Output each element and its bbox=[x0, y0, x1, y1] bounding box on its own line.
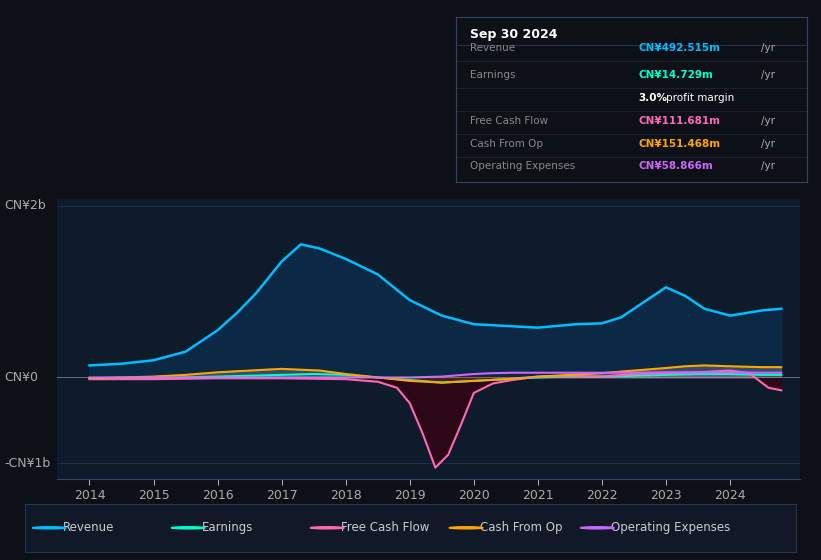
Text: CN¥0: CN¥0 bbox=[4, 371, 38, 384]
Text: Earnings: Earnings bbox=[470, 69, 516, 80]
Text: CN¥492.515m: CN¥492.515m bbox=[639, 43, 720, 53]
Text: Revenue: Revenue bbox=[63, 521, 115, 534]
Text: CN¥14.729m: CN¥14.729m bbox=[639, 69, 713, 80]
Text: Free Cash Flow: Free Cash Flow bbox=[470, 116, 548, 126]
Text: 3.0%: 3.0% bbox=[639, 93, 667, 103]
Circle shape bbox=[172, 527, 205, 529]
Text: Operating Expenses: Operating Expenses bbox=[470, 161, 575, 171]
Text: Sep 30 2024: Sep 30 2024 bbox=[470, 29, 557, 41]
Text: Earnings: Earnings bbox=[202, 521, 254, 534]
Text: profit margin: profit margin bbox=[667, 93, 735, 103]
Text: /yr: /yr bbox=[761, 69, 775, 80]
Circle shape bbox=[449, 527, 483, 529]
Text: -CN¥1b: -CN¥1b bbox=[4, 457, 50, 470]
Text: CN¥151.468m: CN¥151.468m bbox=[639, 139, 721, 149]
Text: CN¥111.681m: CN¥111.681m bbox=[639, 116, 720, 126]
Text: Cash From Op: Cash From Op bbox=[480, 521, 562, 534]
Text: /yr: /yr bbox=[761, 116, 775, 126]
Text: Free Cash Flow: Free Cash Flow bbox=[341, 521, 429, 534]
Circle shape bbox=[580, 527, 614, 529]
Text: CN¥2b: CN¥2b bbox=[4, 199, 46, 212]
Text: CN¥58.866m: CN¥58.866m bbox=[639, 161, 713, 171]
Circle shape bbox=[32, 527, 67, 529]
Text: /yr: /yr bbox=[761, 161, 775, 171]
Text: /yr: /yr bbox=[761, 139, 775, 149]
Text: Cash From Op: Cash From Op bbox=[470, 139, 543, 149]
Text: /yr: /yr bbox=[761, 43, 775, 53]
Text: Revenue: Revenue bbox=[470, 43, 515, 53]
Circle shape bbox=[310, 527, 344, 529]
Text: Operating Expenses: Operating Expenses bbox=[611, 521, 731, 534]
